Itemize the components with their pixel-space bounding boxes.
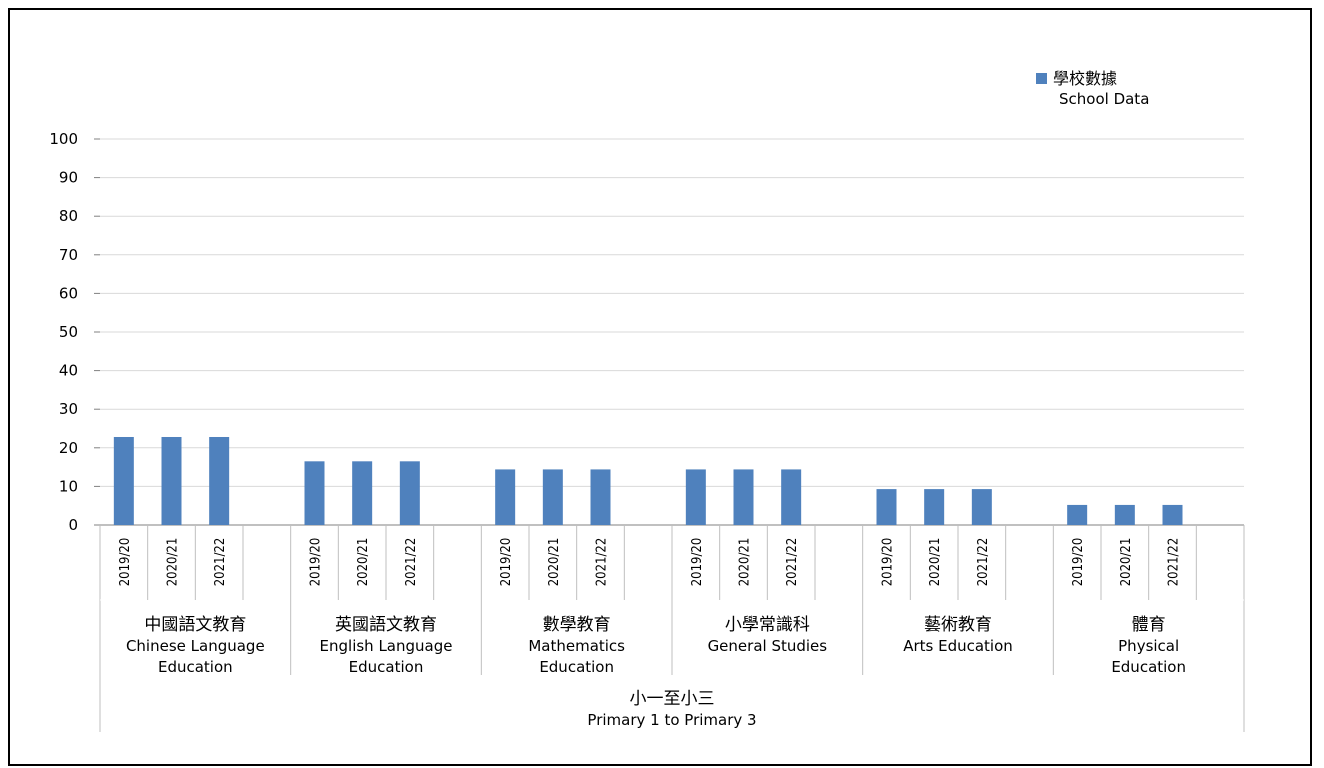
year-tick-label: 2020/21 xyxy=(547,538,562,587)
y-tick-label: 90 xyxy=(59,169,78,187)
bar xyxy=(1162,504,1183,525)
bar xyxy=(971,489,992,525)
year-tick-label: 2019/20 xyxy=(690,538,705,587)
category-label-zh: 體育 xyxy=(1132,615,1166,635)
category-label-zh: 藝術教育 xyxy=(924,615,992,635)
bar xyxy=(304,461,325,525)
year-tick-label: 2021/22 xyxy=(213,538,228,587)
year-tick-label: 2020/21 xyxy=(738,538,753,587)
bar xyxy=(924,489,945,525)
year-tick-label: 2021/22 xyxy=(976,538,991,587)
category-label-en: Chinese Language xyxy=(126,637,265,655)
category-label-en: English Language xyxy=(320,637,453,655)
y-tick-label: 40 xyxy=(59,362,78,380)
y-tick-label: 60 xyxy=(59,284,78,302)
year-tick-label: 2020/21 xyxy=(928,538,943,587)
y-tick-label: 30 xyxy=(59,400,78,418)
bar xyxy=(590,469,611,525)
year-tick-label: 2021/22 xyxy=(595,538,610,587)
y-tick-label: 20 xyxy=(59,439,78,457)
group-label-zh: 小一至小三 xyxy=(630,689,715,709)
group-label-en: Primary 1 to Primary 3 xyxy=(587,711,756,729)
year-tick-label: 2019/20 xyxy=(118,538,133,587)
bar xyxy=(1114,504,1135,525)
legend: 學校數據 School Data xyxy=(1036,69,1149,108)
year-tick-label: 2019/20 xyxy=(309,538,324,587)
year-tick-label: 2021/22 xyxy=(785,538,800,587)
legend-label-zh: 學校數據 xyxy=(1053,69,1117,88)
chart-frame: 0 10 20 30 40 50 60 70 80 90 100 2019/20 2020/21 202… xyxy=(8,8,1312,766)
bar xyxy=(399,461,420,525)
gridlines xyxy=(100,138,1244,526)
category-label-en: General Studies xyxy=(708,637,828,655)
bar xyxy=(113,436,134,525)
category-label-zh: 英國語文教育 xyxy=(335,615,437,635)
category-label-zh: 小學常識科 xyxy=(725,615,810,635)
year-tick-label: 2021/22 xyxy=(404,538,419,587)
y-tick-label: 50 xyxy=(59,323,78,341)
category-label-en: Mathematics xyxy=(528,637,625,655)
year-tick-label: 2020/21 xyxy=(1119,538,1134,587)
y-tick-label: 70 xyxy=(59,246,78,264)
category-label-zh: 中國語文教育 xyxy=(144,615,246,635)
bar xyxy=(161,436,182,525)
bar xyxy=(495,469,516,525)
category-label-en: Education xyxy=(349,658,424,676)
year-tick-label: 2020/21 xyxy=(166,538,181,587)
y-tick-label: 80 xyxy=(59,207,78,225)
bar xyxy=(352,461,373,525)
year-tick-label: 2020/21 xyxy=(356,538,371,587)
y-axis-ticks: 0 10 20 30 40 50 60 70 80 90 100 xyxy=(49,130,100,534)
bar xyxy=(542,469,563,525)
y-tick-label: 10 xyxy=(59,477,78,495)
x-axis: 2019/20 2020/21 2021/22 中國語文教育 Chinese Langu… xyxy=(99,525,1245,732)
bar xyxy=(781,469,802,525)
category-label-en: Education xyxy=(539,658,614,676)
y-tick-label: 0 xyxy=(68,516,78,534)
year-tick-label: 2021/22 xyxy=(1167,538,1182,587)
category-label-zh: 數學教育 xyxy=(543,615,611,635)
bar xyxy=(1067,504,1088,525)
bar xyxy=(685,469,706,525)
bar xyxy=(733,469,754,525)
category-label-en: Physical xyxy=(1118,637,1179,655)
bar-chart: 0 10 20 30 40 50 60 70 80 90 100 2019/20 2020/21 202… xyxy=(49,69,1245,732)
category-label-en: Education xyxy=(1111,658,1186,676)
bar xyxy=(876,489,897,525)
category-label-en: Arts Education xyxy=(903,637,1013,655)
y-tick-label: 100 xyxy=(49,130,78,148)
legend-swatch xyxy=(1036,73,1047,84)
bars xyxy=(113,436,1183,525)
year-tick-label: 2019/20 xyxy=(499,538,514,587)
bar xyxy=(209,436,230,525)
year-tick-label: 2019/20 xyxy=(1071,538,1086,587)
year-tick-label: 2019/20 xyxy=(881,538,896,587)
legend-label-en: School Data xyxy=(1059,90,1149,108)
category-label-en: Education xyxy=(158,658,233,676)
